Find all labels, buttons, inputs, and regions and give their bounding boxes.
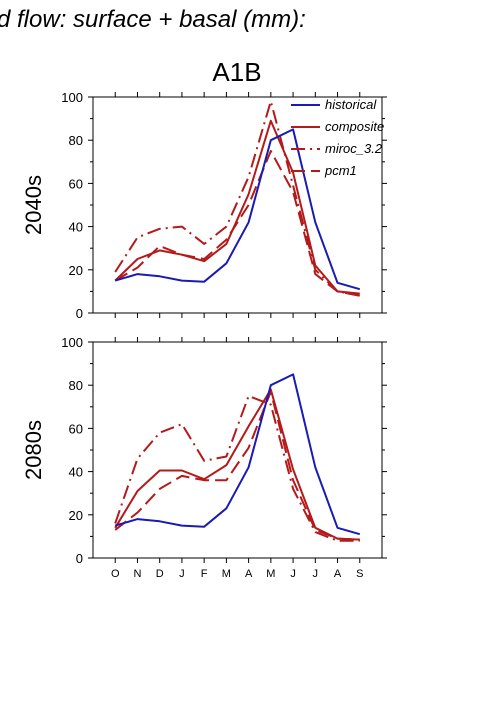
y-tick-label: 60 — [69, 421, 83, 436]
x-tick-label: A — [245, 568, 253, 580]
x-tick-label: M — [266, 568, 275, 580]
y-tick-label: 20 — [69, 508, 83, 523]
x-tick-label: D — [156, 568, 164, 580]
x-tick-label: F — [201, 568, 208, 580]
legend: historical composite miroc_3.2 pcm1 — [291, 97, 384, 178]
series-line-historical — [114, 373, 361, 536]
y-tick-label: 20 — [69, 263, 83, 278]
chart-panel-2040s: 0 20 40 60 80 100 2040s historical composite miro… — [21, 90, 387, 321]
series-line-pcm1 — [114, 150, 360, 297]
panels: 0 20 40 60 80 100 2040s historical composite miro… — [21, 90, 387, 580]
legend-label: miroc_3.2 — [325, 141, 383, 156]
scenario-title: A1B — [212, 57, 261, 87]
x-tick-label: S — [356, 568, 363, 580]
series-line-miroc-3-2 — [114, 100, 360, 297]
x-tick-label: J — [313, 568, 319, 580]
legend-label: pcm1 — [324, 163, 357, 178]
x-tick-label: J — [290, 568, 296, 580]
y-tick-label: 60 — [69, 176, 83, 191]
panel-label: 2040s — [21, 175, 46, 235]
y-tick-label: 80 — [69, 133, 83, 148]
y-tick-label: 80 — [69, 378, 83, 393]
panel-label: 2080s — [21, 420, 46, 480]
y-tick-label: 0 — [76, 306, 83, 321]
x-tick-label: M — [222, 568, 231, 580]
series-line-historical — [114, 128, 361, 291]
legend-label: historical — [325, 97, 377, 112]
series-line-composite — [114, 119, 360, 295]
plot-frame — [92, 341, 383, 559]
y-tick-label: 100 — [61, 90, 83, 105]
y-tick-label: 40 — [69, 465, 83, 480]
series-line-pcm1 — [114, 390, 360, 541]
x-tick-label: A — [334, 568, 342, 580]
legend-label: composite — [325, 119, 384, 134]
y-tick-label: 0 — [76, 551, 83, 566]
y-tick-label: 100 — [61, 335, 83, 350]
x-tick-label: O — [111, 568, 120, 580]
y-tick-label: 40 — [69, 220, 83, 235]
series-line-composite — [114, 388, 360, 541]
figure-title: d flow: surface + basal (mm): — [0, 6, 306, 33]
x-tick-label: J — [179, 568, 185, 580]
series-line-miroc-3-2 — [114, 395, 360, 542]
x-tick-label: N — [133, 568, 141, 580]
chart-panel-2080s: 0 20 40 60 80 100 O N D J F M A M J J A S 2080s — [21, 335, 387, 580]
